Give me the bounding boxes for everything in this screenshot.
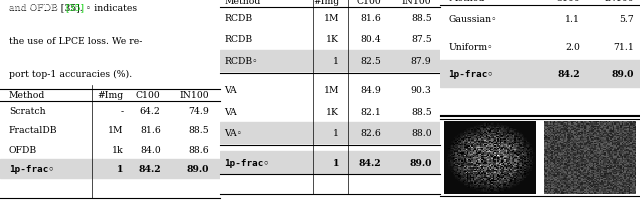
Text: 84.2: 84.2 <box>358 158 381 167</box>
Bar <box>440 61 640 88</box>
Text: #Img: #Img <box>313 0 339 6</box>
Text: 80.4: 80.4 <box>360 35 381 44</box>
Text: RCDB: RCDB <box>225 14 253 23</box>
Text: 2.0: 2.0 <box>565 42 580 52</box>
Text: 1p-frac◦: 1p-frac◦ <box>9 164 54 173</box>
Text: 1M: 1M <box>108 126 124 135</box>
Text: Gaussian◦: Gaussian◦ <box>448 15 497 24</box>
Text: 82.6: 82.6 <box>360 128 381 137</box>
Text: 74.9: 74.9 <box>188 106 209 115</box>
Text: IN100: IN100 <box>604 0 634 3</box>
Text: 1.1: 1.1 <box>565 15 580 24</box>
Text: 84.9: 84.9 <box>360 86 381 95</box>
Text: 89.0: 89.0 <box>611 70 634 79</box>
Text: 1p-frac◦: 1p-frac◦ <box>225 158 269 167</box>
Bar <box>220 50 440 72</box>
Text: 1k: 1k <box>111 145 124 154</box>
Text: Uniform◦: Uniform◦ <box>448 42 493 52</box>
Text: 89.0: 89.0 <box>187 164 209 173</box>
Text: 87.9: 87.9 <box>411 56 431 65</box>
Text: RCDB◦: RCDB◦ <box>225 56 258 65</box>
Text: RCDB: RCDB <box>225 35 253 44</box>
Text: C100: C100 <box>356 0 381 6</box>
Text: 84.0: 84.0 <box>140 145 161 154</box>
Text: C100: C100 <box>136 90 161 99</box>
Text: 87.5: 87.5 <box>411 35 431 44</box>
Bar <box>220 152 440 173</box>
Text: Method: Method <box>9 90 45 99</box>
Text: Method: Method <box>448 0 484 3</box>
Text: 1K: 1K <box>326 35 339 44</box>
Text: 82.1: 82.1 <box>360 107 381 116</box>
Text: 1K: 1K <box>326 107 339 116</box>
Text: 84.2: 84.2 <box>138 164 161 173</box>
Text: VA: VA <box>225 86 237 95</box>
Text: 88.0: 88.0 <box>411 128 431 137</box>
Text: 88.6: 88.6 <box>189 145 209 154</box>
Text: 82.5: 82.5 <box>360 56 381 65</box>
Text: VA◦: VA◦ <box>225 128 243 137</box>
Text: 81.6: 81.6 <box>360 14 381 23</box>
Text: [35]: [35] <box>65 3 84 12</box>
Text: 1M: 1M <box>324 86 339 95</box>
Text: Scratch: Scratch <box>9 106 45 115</box>
Text: 1: 1 <box>116 164 124 173</box>
Text: 81.6: 81.6 <box>140 126 161 135</box>
Text: 71.1: 71.1 <box>613 42 634 52</box>
Text: Method: Method <box>225 0 261 6</box>
Text: 88.5: 88.5 <box>411 107 431 116</box>
Text: 1: 1 <box>333 128 339 137</box>
Text: IN100: IN100 <box>180 90 209 99</box>
Text: 5.7: 5.7 <box>620 15 634 24</box>
Text: the use of LPCE loss. We re-: the use of LPCE loss. We re- <box>9 36 142 45</box>
Text: VA: VA <box>225 107 237 116</box>
Text: OFDB: OFDB <box>9 145 37 154</box>
Bar <box>0 159 220 179</box>
Text: and OFDB [35]. ◦ indicates: and OFDB [35]. ◦ indicates <box>9 3 137 12</box>
Text: 84.2: 84.2 <box>557 70 580 79</box>
Text: FractalDB: FractalDB <box>9 126 58 135</box>
Text: 90.3: 90.3 <box>411 86 431 95</box>
Text: 88.5: 88.5 <box>189 126 209 135</box>
Text: port top-1 accuracies (%).: port top-1 accuracies (%). <box>9 70 132 79</box>
Text: 64.2: 64.2 <box>140 106 161 115</box>
Text: 1: 1 <box>333 56 339 65</box>
Text: 1M: 1M <box>324 14 339 23</box>
Text: -: - <box>120 106 124 115</box>
Text: 1: 1 <box>333 158 339 167</box>
Text: and OFDB: and OFDB <box>9 3 61 12</box>
Bar <box>220 122 440 143</box>
Text: 1p-frac◦: 1p-frac◦ <box>448 70 493 79</box>
Text: #Img: #Img <box>97 90 124 99</box>
Text: C100: C100 <box>556 0 580 3</box>
Text: IN100: IN100 <box>402 0 431 6</box>
Text: 89.0: 89.0 <box>409 158 431 167</box>
Text: 88.5: 88.5 <box>411 14 431 23</box>
